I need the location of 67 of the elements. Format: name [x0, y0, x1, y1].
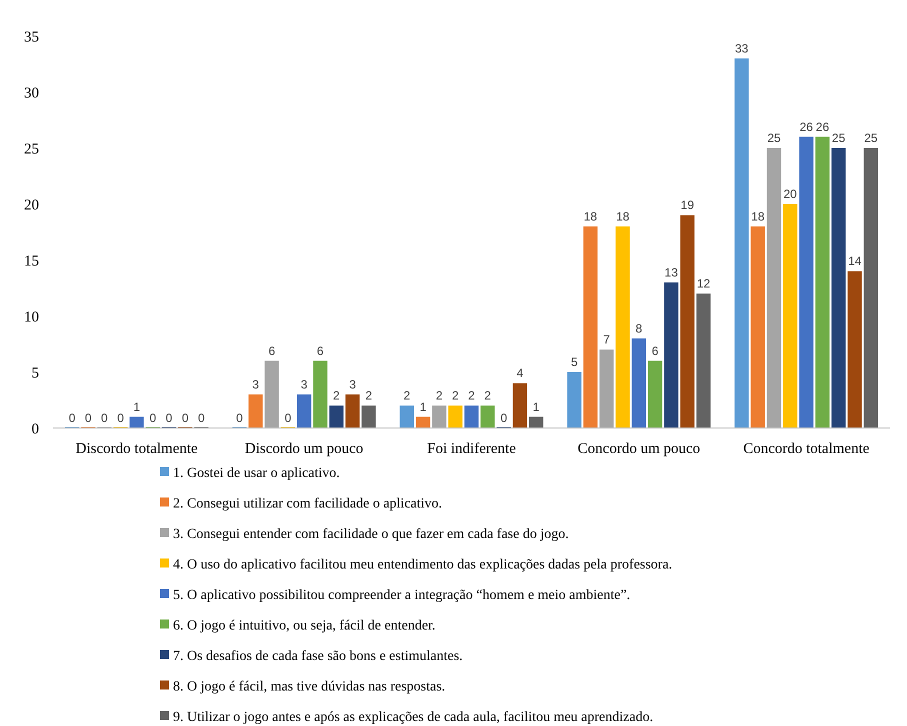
data-label: 5 — [570, 355, 578, 369]
data-label: 0 — [101, 411, 108, 425]
data-label: 2 — [484, 388, 492, 403]
data-label: 2 — [404, 388, 411, 403]
data-label: 18 — [751, 209, 765, 224]
data-label: 6 — [316, 344, 324, 358]
data-label: 19 — [680, 198, 694, 212]
data-label: 14 — [848, 254, 862, 268]
data-label: 0 — [84, 411, 92, 425]
legend-label: 3. Consegui entender com facilidade o que fazer em cada fase do jogo. — [173, 526, 569, 542]
data-label: 3 — [349, 377, 356, 392]
data-label: 8 — [636, 321, 643, 336]
data-label: 25 — [767, 131, 781, 145]
data-label: 12 — [696, 276, 711, 291]
data-label: 0 — [182, 411, 189, 425]
data-label: 2 — [365, 388, 372, 403]
data-label: 26 — [816, 120, 830, 134]
data-label: 0 — [236, 411, 244, 425]
data-label: 0 — [284, 411, 292, 425]
x-tick-label: Foi indiferente — [427, 441, 516, 457]
y-tick-label: 10 — [24, 309, 39, 326]
data-label: 0 — [150, 411, 157, 425]
data-label: 0 — [500, 411, 508, 425]
data-label: 2 — [452, 388, 460, 403]
data-label: 0 — [117, 411, 124, 425]
legend-label: 9. Utilizar o jogo antes e após as explicações de cada aula, facilitou meu aprendizado. — [173, 710, 654, 725]
data-label: 1 — [532, 400, 540, 414]
data-label: 0 — [68, 411, 76, 425]
x-tick-label: Discordo totalmente — [76, 441, 198, 457]
x-tick-label: Concordo um pouco — [578, 441, 700, 457]
data-label: 0 — [198, 411, 205, 425]
data-label: 13 — [664, 265, 678, 280]
data-label: 25 — [864, 131, 878, 145]
x-tick-label: Concordo totalmente — [743, 441, 870, 457]
data-label: 2 — [436, 388, 443, 403]
y-tick-label: 30 — [24, 85, 39, 102]
data-label: 1 — [420, 400, 427, 414]
data-label: 26 — [800, 120, 814, 134]
data-label: 3 — [252, 377, 260, 392]
legend-label: 1. Gostei de usar o aplicativo. — [173, 466, 340, 481]
legend-label: 7. Os desafios de cada fase são bons e estimulantes. — [173, 648, 463, 664]
data-label: 18 — [584, 209, 598, 224]
data-label: 4 — [516, 366, 524, 380]
data-label: 6 — [268, 344, 276, 358]
legend-label: 6. O jogo é intuitivo, ou seja, fácil de entender. — [173, 618, 436, 634]
legend-label: 8. O jogo é fácil, mas tive dúvidas nas respostas. — [173, 679, 446, 694]
y-tick-label: 35 — [24, 29, 39, 46]
data-label: 7 — [603, 332, 610, 347]
data-label: 25 — [832, 131, 846, 145]
data-label: 2 — [333, 388, 340, 403]
data-label: 2 — [468, 388, 476, 403]
y-tick-label: 15 — [24, 253, 39, 270]
y-tick-label: 20 — [24, 197, 39, 214]
legend-label: 5. O aplicativo possibilitou compreender a integração “homem e meio ambiente”. — [173, 588, 630, 603]
data-label: 18 — [616, 209, 630, 224]
data-label: 0 — [166, 411, 173, 425]
legend-label: 4. O uso do aplicativo facilitou meu entendimento das explicações dadas pela professora. — [173, 557, 672, 572]
x-tick-label: Discordo um pouco — [244, 441, 364, 457]
y-tick-label: 5 — [32, 365, 39, 382]
data-label: 1 — [133, 400, 140, 414]
data-label: 3 — [300, 377, 308, 392]
y-tick-label: 0 — [32, 421, 39, 438]
data-label: 20 — [783, 187, 798, 201]
legend-label: 2. Consegui utilizar com facilidade o aplicativo. — [173, 496, 442, 512]
data-label: 33 — [735, 41, 749, 56]
data-label: 6 — [652, 344, 659, 358]
y-tick-label: 25 — [24, 141, 39, 158]
